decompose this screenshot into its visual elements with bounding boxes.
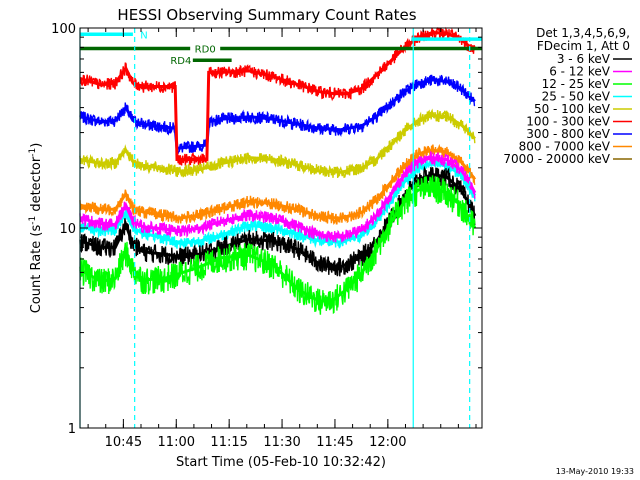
status-label-rd4: RD4 (170, 56, 191, 67)
footer-date: 13-May-2010 19:33 (556, 467, 634, 476)
legend-label-3-6-kev: 3 - 6 keV (557, 52, 611, 66)
legend-label-800-7000-kev: 800 - 7000 keV (519, 140, 611, 154)
y-tick-label: 100 (51, 22, 76, 37)
series-trend-50-100-kev (79, 113, 476, 174)
legend-label-100-300-kev: 100 - 300 keV (526, 115, 610, 129)
series-trend-300-800-kev (79, 78, 476, 151)
x-axis-label: Start Time (05-Feb-10 10:32:42) (176, 455, 386, 470)
status-label-rd0: RD0 (195, 44, 216, 55)
legend-header-1: Det 1,3,4,5,6,9, (536, 26, 630, 40)
series-trace-12-25-kev (79, 175, 476, 315)
series-300-800-kev (79, 74, 476, 157)
status-label-bg (190, 40, 221, 53)
y-tick-label: 10 (59, 222, 76, 237)
legend-label-50-100-kev: 50 - 100 keV (534, 102, 611, 116)
y-tick-label: 1 (68, 422, 76, 437)
legend-label-12-25-kev: 12 - 25 keV (542, 77, 611, 91)
status-label-n: N (140, 30, 147, 41)
series-trend-100-300-kev (79, 30, 476, 161)
series-6-12-kev (79, 150, 477, 243)
y-axis-label-main: Count Rate (s (29, 225, 44, 314)
y-axis-label-sup2: -1 (28, 148, 38, 157)
legend-header-2: FDecim 1, Att 0 (537, 39, 630, 53)
series-800-7000-kev (79, 143, 477, 225)
x-tick-label: 10:45 (105, 435, 142, 450)
x-tick-label: 11:45 (316, 435, 353, 450)
series-100-300-kev (79, 26, 476, 166)
y-axis-label: Count Rate (s-1 detector-1) (28, 143, 44, 314)
y-axis-label-sup1: -1 (28, 216, 38, 225)
legend-label-7000-20000-kev: 7000 - 20000 keV (503, 152, 610, 166)
series-trend-3-6-kev (79, 173, 477, 269)
chart-title: HESSI Observing Summary Count Rates (117, 6, 416, 24)
x-tick-label: 11:15 (210, 435, 247, 450)
y-axis-ticks: 1 10 100 (51, 22, 482, 437)
status-label-bg (138, 27, 150, 39)
x-axis-ticks: 10:45 11:00 11:15 11:30 11:45 12:00 (87, 28, 477, 450)
y-axis-label-end: ) (29, 143, 44, 148)
legend: Det 1,3,4,5,6,9, FDecim 1, Att 0 3 - 6 k… (503, 26, 632, 166)
series-trend-800-7000-kev (79, 148, 477, 220)
legend-label-300-800-kev: 300 - 800 keV (526, 127, 610, 141)
data-layer (79, 26, 477, 315)
series-50-100-kev (79, 108, 476, 179)
x-tick-label: 12:00 (369, 435, 406, 450)
y-axis-label-mid: detector (29, 156, 44, 216)
legend-label-6-12-kev: 6 - 12 keV (549, 65, 611, 79)
x-tick-label: 11:00 (158, 435, 195, 450)
x-tick-label: 11:30 (263, 435, 300, 450)
legend-label-25-50-kev: 25 - 50 keV (542, 90, 611, 104)
series-trend-6-12-kev (79, 156, 477, 239)
